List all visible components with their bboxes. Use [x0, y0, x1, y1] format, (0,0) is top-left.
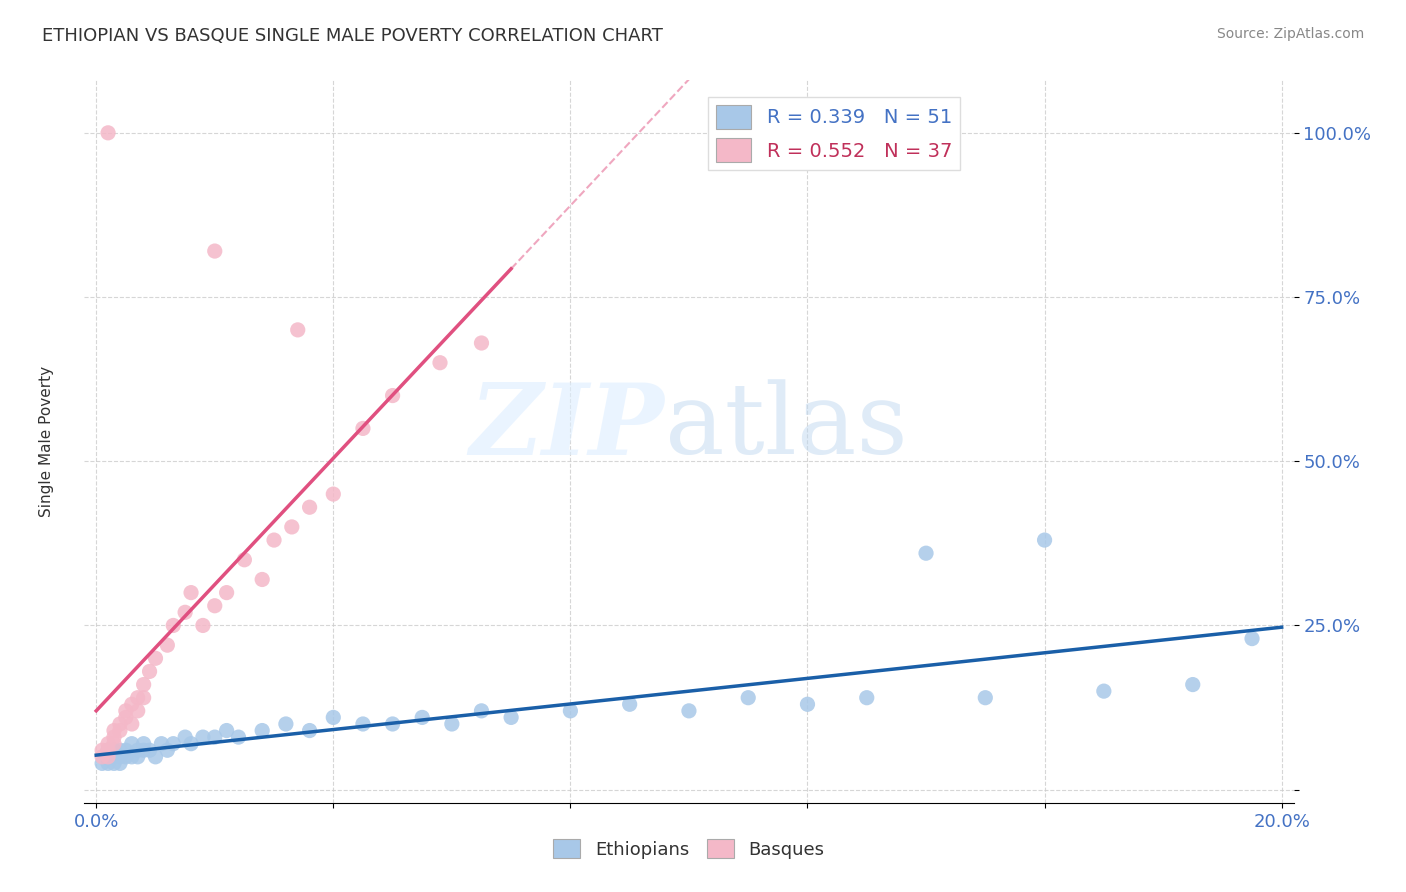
Point: [108, 749, 131, 764]
Point: [97, 126, 120, 140]
Point: [263, 533, 285, 547]
Point: [560, 704, 582, 718]
Point: [121, 749, 143, 764]
Point: [103, 749, 125, 764]
Point: [121, 717, 143, 731]
Point: [470, 704, 492, 718]
Point: [440, 717, 463, 731]
Point: [132, 690, 155, 705]
Point: [132, 677, 155, 691]
Point: [915, 546, 938, 560]
Point: [228, 730, 250, 744]
Point: [115, 749, 138, 764]
Point: [191, 618, 214, 632]
Point: [91, 749, 114, 764]
Point: [150, 737, 173, 751]
Point: [1181, 677, 1204, 691]
Point: [352, 717, 374, 731]
Point: [737, 690, 759, 705]
Point: [204, 244, 226, 258]
Point: [127, 743, 149, 757]
Point: [322, 710, 344, 724]
Point: [250, 573, 273, 587]
Point: [108, 717, 131, 731]
Point: [298, 723, 321, 738]
Point: [156, 638, 179, 652]
Point: [132, 737, 155, 751]
Point: [180, 585, 202, 599]
Text: ZIP: ZIP: [470, 379, 665, 475]
Point: [1240, 632, 1263, 646]
Point: [381, 717, 404, 731]
Point: [108, 743, 131, 757]
Point: [470, 336, 492, 351]
Point: [287, 323, 309, 337]
Point: [97, 749, 120, 764]
Point: [103, 737, 125, 751]
Point: [103, 756, 125, 771]
Point: [121, 698, 143, 712]
Text: atlas: atlas: [665, 379, 907, 475]
Point: [215, 585, 238, 599]
Point: [138, 665, 160, 679]
Point: [678, 704, 700, 718]
Point: [352, 421, 374, 435]
Point: [281, 520, 304, 534]
Point: [215, 723, 238, 738]
Point: [974, 690, 997, 705]
Point: [429, 356, 451, 370]
Point: [103, 730, 125, 744]
Point: [145, 749, 167, 764]
Point: [204, 730, 226, 744]
Point: [121, 737, 143, 751]
Point: [97, 743, 120, 757]
Point: [381, 388, 404, 402]
Point: [115, 743, 138, 757]
Point: [97, 743, 120, 757]
Legend: Ethiopians, Basques: Ethiopians, Basques: [546, 832, 832, 866]
Text: ETHIOPIAN VS BASQUE SINGLE MALE POVERTY CORRELATION CHART: ETHIOPIAN VS BASQUE SINGLE MALE POVERTY …: [42, 27, 664, 45]
Point: [115, 704, 138, 718]
Point: [250, 723, 273, 738]
Point: [174, 605, 197, 619]
Point: [501, 710, 523, 724]
Y-axis label: Single Male Poverty: Single Male Poverty: [39, 366, 53, 517]
Point: [322, 487, 344, 501]
Point: [145, 651, 167, 665]
Point: [108, 756, 131, 771]
Point: [132, 743, 155, 757]
Point: [103, 743, 125, 757]
Point: [233, 553, 256, 567]
Point: [162, 618, 184, 632]
Point: [97, 737, 120, 751]
Point: [162, 737, 184, 751]
Point: [115, 710, 138, 724]
Point: [156, 743, 179, 757]
Point: [127, 704, 149, 718]
Point: [97, 756, 120, 771]
Point: [796, 698, 818, 712]
Point: [138, 743, 160, 757]
Point: [855, 690, 877, 705]
Point: [180, 737, 202, 751]
Point: [91, 743, 114, 757]
Point: [103, 723, 125, 738]
Point: [174, 730, 197, 744]
Point: [274, 717, 297, 731]
Point: [97, 749, 120, 764]
Point: [108, 723, 131, 738]
Point: [191, 730, 214, 744]
Point: [91, 756, 114, 771]
Point: [1033, 533, 1056, 547]
Text: Source: ZipAtlas.com: Source: ZipAtlas.com: [1216, 27, 1364, 41]
Point: [619, 698, 641, 712]
Point: [1092, 684, 1115, 698]
Point: [298, 500, 321, 515]
Point: [127, 690, 149, 705]
Point: [204, 599, 226, 613]
Point: [411, 710, 433, 724]
Point: [127, 749, 149, 764]
